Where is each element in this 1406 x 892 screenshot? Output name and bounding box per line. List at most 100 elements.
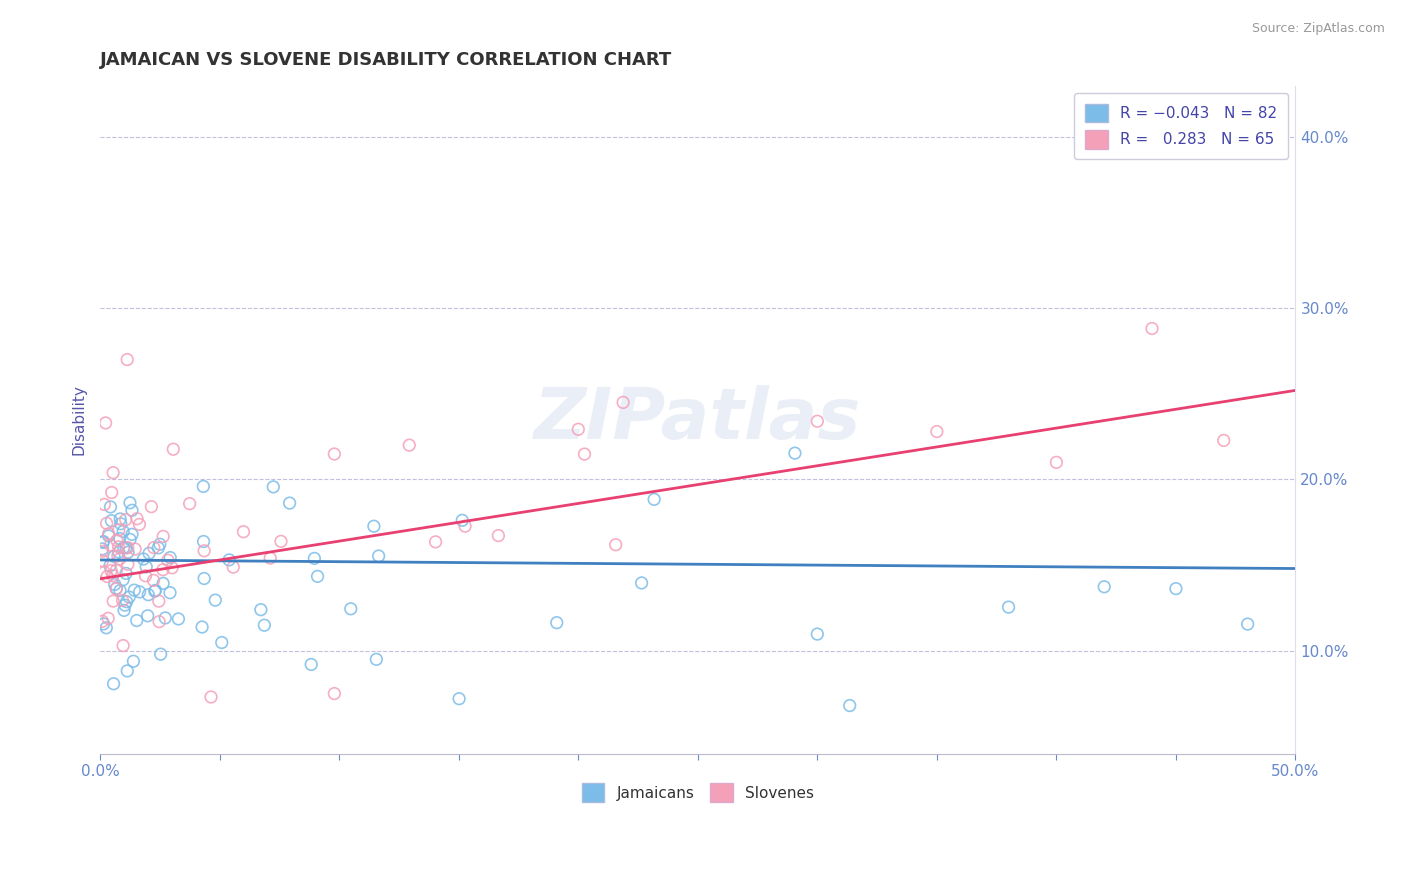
Point	[100, 485, 122, 500]
Point	[105, 533, 128, 548]
Point	[128, 585, 150, 599]
Point	[366, 652, 388, 666]
Point	[108, 523, 131, 537]
Point	[152, 563, 174, 577]
Point	[91, 554, 114, 568]
Point	[117, 541, 139, 555]
Point	[100, 514, 122, 528]
Point	[155, 611, 177, 625]
Point	[567, 422, 589, 436]
Point	[122, 654, 145, 668]
Point	[108, 583, 131, 598]
Point	[112, 603, 135, 617]
Point	[125, 512, 148, 526]
Text: JAMAICAN VS SLOVENE DISABILITY CORRELATION CHART: JAMAICAN VS SLOVENE DISABILITY CORRELATI…	[100, 51, 672, 69]
Point	[108, 512, 131, 526]
Point	[103, 594, 125, 608]
Point	[104, 577, 127, 591]
Point	[162, 442, 184, 457]
Point	[307, 569, 329, 583]
Point	[112, 573, 135, 587]
Point	[112, 541, 135, 555]
Point	[546, 615, 568, 630]
Point	[612, 395, 634, 409]
Point	[997, 600, 1019, 615]
Point	[200, 690, 222, 704]
Point	[134, 568, 156, 582]
Point	[806, 414, 828, 428]
Point	[132, 552, 155, 566]
Legend: Jamaicans, Slovenes: Jamaicans, Slovenes	[571, 772, 825, 813]
Point	[128, 517, 150, 532]
Point	[111, 593, 134, 607]
Text: Source: ZipAtlas.com: Source: ZipAtlas.com	[1251, 22, 1385, 36]
Point	[100, 538, 122, 552]
Point	[115, 595, 138, 609]
Point	[156, 553, 179, 567]
Point	[110, 516, 132, 531]
Point	[193, 572, 215, 586]
Point	[91, 535, 114, 549]
Point	[105, 582, 128, 596]
Point	[1140, 321, 1163, 335]
Point	[143, 584, 166, 599]
Point	[118, 590, 141, 604]
Point	[148, 541, 170, 555]
Point	[138, 546, 160, 560]
Point	[323, 447, 346, 461]
Point	[115, 541, 138, 555]
Point	[149, 647, 172, 661]
Point	[643, 492, 665, 507]
Point	[96, 516, 118, 531]
Point	[124, 542, 146, 557]
Point	[191, 620, 214, 634]
Point	[451, 513, 474, 527]
Point	[107, 549, 129, 563]
Point	[97, 611, 120, 625]
Point	[93, 566, 115, 580]
Point	[425, 534, 447, 549]
Point	[323, 687, 346, 701]
Point	[121, 527, 143, 541]
Point	[259, 551, 281, 566]
Point	[105, 563, 128, 577]
Point	[96, 569, 118, 583]
Point	[97, 526, 120, 541]
Point	[115, 566, 138, 581]
Point	[105, 581, 128, 595]
Point	[270, 534, 292, 549]
Point	[103, 549, 125, 564]
Point	[232, 524, 254, 539]
Text: ZIPatlas: ZIPatlas	[534, 385, 862, 454]
Point	[179, 497, 201, 511]
Point	[96, 621, 118, 635]
Point	[121, 503, 143, 517]
Point	[193, 543, 215, 558]
Point	[363, 519, 385, 533]
Point	[100, 564, 122, 578]
Point	[262, 480, 284, 494]
Point	[159, 550, 181, 565]
Point	[98, 558, 121, 573]
Point	[1164, 582, 1187, 596]
Point	[142, 574, 165, 588]
Point	[449, 691, 471, 706]
Point	[107, 540, 129, 554]
Point	[167, 612, 190, 626]
Point	[91, 544, 114, 558]
Point	[101, 466, 124, 480]
Point	[93, 498, 115, 512]
Point	[1045, 455, 1067, 469]
Point	[115, 352, 138, 367]
Point	[135, 560, 157, 574]
Point	[103, 677, 125, 691]
Point	[218, 553, 240, 567]
Point	[304, 551, 326, 566]
Point	[152, 576, 174, 591]
Point	[124, 583, 146, 598]
Point	[367, 549, 389, 563]
Y-axis label: Disability: Disability	[72, 384, 86, 455]
Point	[1236, 617, 1258, 632]
Point	[222, 560, 245, 574]
Point	[117, 558, 139, 572]
